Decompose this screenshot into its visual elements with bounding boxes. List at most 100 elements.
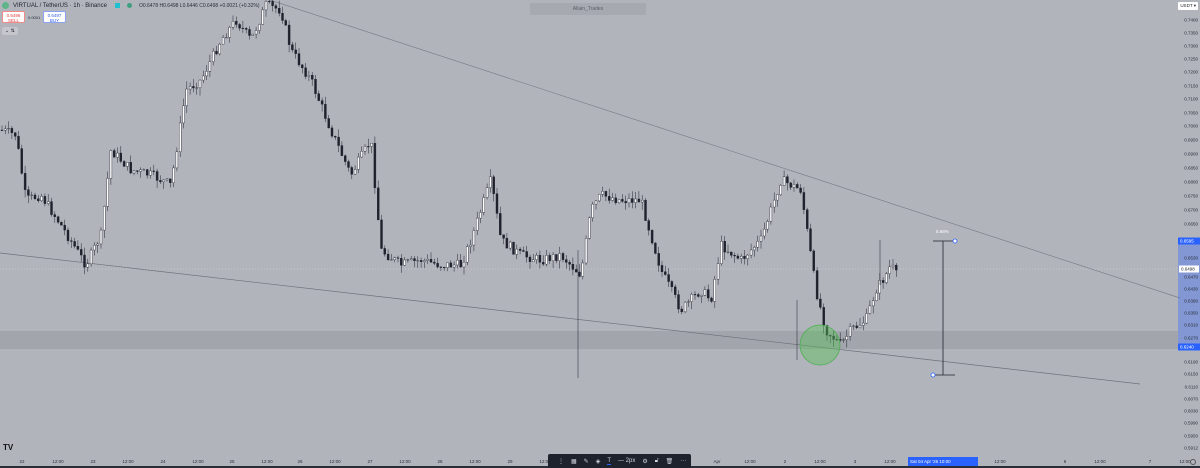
candle-up [188,86,192,90]
candle-down [664,271,667,275]
price-tick-label: 0.6390 [1184,298,1198,304]
candle-up [875,292,878,301]
tradingview-logo[interactable]: TV [3,443,14,452]
candle-up [139,169,142,172]
candle-up [218,43,222,55]
time-tick-label: 12:00 [744,459,756,464]
candle-down [614,197,617,203]
candle-down [27,189,30,196]
line-width-selector[interactable]: — 2px [618,458,636,464]
price-tick-label: 0.6270 [1184,335,1198,341]
candle-down [680,308,683,313]
candle-up [591,203,594,219]
lower-trendline[interactable] [0,252,1141,385]
more-icon[interactable]: ··· [680,458,687,464]
candle-up [406,259,410,261]
time-tick-label: 28 [437,459,443,464]
candle-down [608,196,611,201]
price-chart[interactable] [0,0,1200,456]
buy-price: 0.6497 [47,13,62,18]
candle-down [284,20,287,26]
candle-down [796,184,799,189]
candle-up [175,151,179,169]
buy-button[interactable]: 0.6497 BUY [43,11,66,23]
measure-high-label: 0.6595 [1178,237,1200,245]
candle-down [806,209,809,229]
upper-trendline[interactable] [269,0,1181,299]
candle-up [30,194,33,196]
price-tick-label: 0.6750 [1184,193,1198,199]
settings-icon[interactable]: ⚙ [642,458,648,465]
candle-down [670,281,674,288]
drawing-toolbar[interactable]: ⋮ ▦ ✎ ◈ T — 2px ⚙ 🔓︎ 🗑︎ ··· [548,454,691,468]
trash-icon[interactable]: 🗑︎ [665,458,674,465]
candle-down [314,79,317,94]
price-tick-label: 0.6190 [1184,359,1198,365]
candle-down [832,335,835,340]
fill-icon[interactable]: ◈ [595,458,601,465]
candle-down [631,198,634,203]
drag-handle-icon[interactable]: ⋮ [558,458,564,465]
candle-up [307,75,311,77]
time-tick-label: 12:00 [122,459,134,464]
lock-icon[interactable]: 🔓︎ [654,457,659,464]
candle-up [370,143,373,147]
candle-down [413,258,416,261]
time-tick-label: 22 [19,459,25,464]
price-tick-label: 0.7100 [1184,96,1198,102]
candle-up [462,261,466,268]
coin-logo-icon [2,2,9,9]
candle-down [674,286,677,295]
candle-down [235,21,238,25]
candle-down [436,263,439,268]
candle-down [10,128,14,133]
candle-up [254,30,258,35]
price-axis[interactable]: USDT ▾ 0.7400 0.7350 0.7300 0.7250 0.7200 0.7… [1178,0,1200,468]
highlight-circle[interactable] [799,324,841,366]
candle-down [492,176,495,194]
pencil-icon[interactable]: ✎ [583,458,589,465]
candle-down [654,242,657,254]
price-tick-label: 0.6650 [1184,221,1198,227]
candle-down [268,1,271,3]
text-icon[interactable]: T [607,457,611,465]
axis-settings-icon[interactable] [1190,459,1196,465]
price-tick-label: 0.5912 [1184,445,1198,451]
candle-up [96,243,99,246]
candle-up [634,198,637,203]
candle-down [330,127,334,137]
price-range-measure[interactable] [930,238,958,378]
candle-up [842,339,845,341]
candle-down [657,253,660,266]
current-price-label: 0.6498 [1179,265,1199,273]
templates-icon[interactable]: ▦ [571,458,577,465]
candle-up [885,273,888,283]
price-tick-label: 0.6950 [1184,137,1198,143]
candle-down [112,150,116,158]
candle-down [799,187,802,193]
candle-down [13,132,17,137]
candle-down [169,178,172,183]
candle-down [377,187,380,221]
candle-down [522,250,525,252]
time-tick-label: 24 [160,459,166,464]
candle-down [677,294,680,310]
candle-up [584,238,588,264]
candle-down [571,264,575,270]
candle-up [848,326,852,337]
price-tick-label: 0.6700 [1184,207,1198,213]
price-tick-label: 0.7000 [1184,123,1198,129]
sell-button[interactable]: 0.6496 SELL [2,11,25,23]
support-zone[interactable] [0,331,1178,349]
time-tick-label: 26 [297,459,303,464]
candle-down [528,256,532,262]
candle-down [660,265,664,272]
collapse-toggle[interactable]: ⌄ ⇅ [2,27,18,35]
symbol-title[interactable]: VIRTUAL / TetherUS · 1h · Binance [13,2,107,9]
candle-down [650,229,654,244]
candle-down [578,271,581,277]
currency-selector[interactable]: USDT ▾ [1178,2,1198,10]
candle-down [324,103,327,119]
symbol-header[interactable]: VIRTUAL / TetherUS · 1h · Binance O0.647… [2,2,260,9]
candle-up [485,187,489,198]
